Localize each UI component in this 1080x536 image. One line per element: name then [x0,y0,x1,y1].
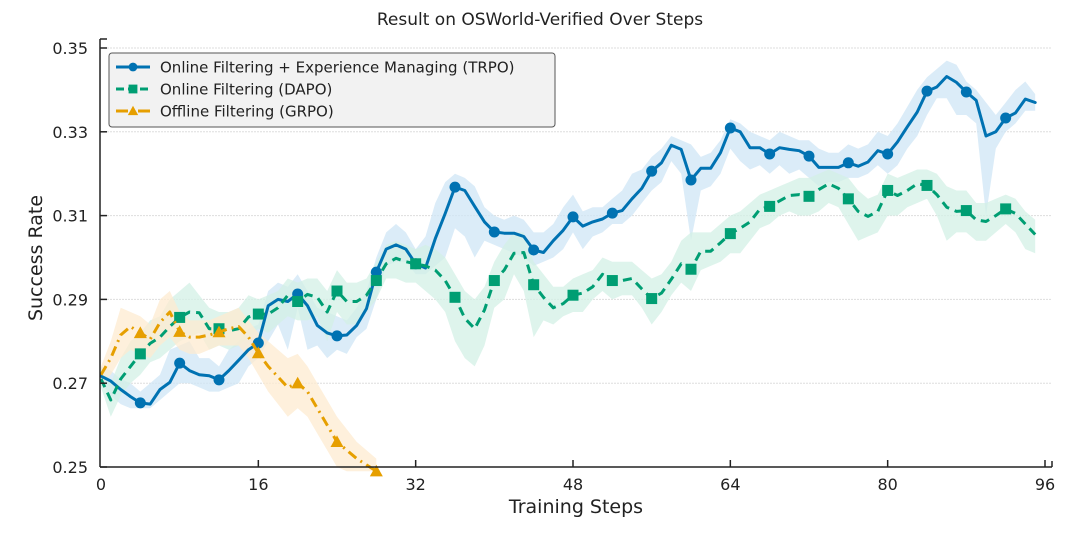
data-point [764,148,776,160]
legend-marker-2 [127,105,139,116]
data-point [882,148,894,160]
band-series-2 [101,291,377,472]
data-point [212,325,226,338]
line-layer [99,75,1037,477]
data-point [213,374,225,386]
axis-layer: 0.25 0.27 0.29 0.31 0.33 0.35 0 16 32 48 64 80 96 [52,38,1055,494]
x-tick-label: 64 [720,475,740,494]
data-point [528,244,540,256]
data-point [488,275,500,287]
legend-label: Offline Filtering (GRPO) [160,103,334,121]
series-2 [99,310,383,477]
data-point [646,293,658,305]
y-tick-label: 0.25 [52,458,88,477]
data-point [173,325,187,337]
data-point [291,376,305,389]
x-tick-label: 96 [1035,475,1055,494]
data-point [449,181,461,193]
legend-marker-1 [128,84,138,94]
legend-marker-0 [128,62,138,72]
data-point [133,326,147,339]
data-point [606,207,618,219]
data-point [369,464,383,477]
data-point [252,337,264,349]
data-point [960,205,972,217]
data-point [134,348,146,360]
y-tick-label: 0.35 [52,39,88,58]
legend-item: Offline Filtering (GRPO) [116,103,334,121]
x-axis-label: Training Steps [508,496,643,518]
legend-label: Online Filtering + Experience Managing (… [160,59,514,77]
data-point [842,193,854,205]
data-point [449,291,461,303]
data-point [410,258,422,270]
data-point [646,165,658,177]
data-point [685,174,697,186]
data-point [174,357,186,369]
legend-item: Online Filtering (DAPO) [116,81,332,99]
data-point [370,275,382,287]
data-point [882,184,894,196]
data-point [1000,112,1012,124]
x-tick-label: 0 [96,475,106,494]
y-axis-label: Success Rate [25,195,47,321]
x-tick-label: 80 [877,475,897,494]
legend-label: Online Filtering (DAPO) [160,81,332,99]
data-point [174,311,186,323]
x-tick-label: 16 [248,475,268,494]
data-point [370,266,382,278]
y-tick-label: 0.29 [52,290,88,309]
x-tick-label: 48 [563,475,583,494]
data-point [330,435,344,448]
data-point [528,279,540,291]
data-point [606,275,618,287]
data-point [252,308,264,320]
data-point [842,157,854,169]
legend: Online Filtering + Experience Managing (… [108,52,556,128]
x-tick-label: 32 [405,475,425,494]
y-tick-label: 0.27 [52,374,88,393]
legend-item: Online Filtering + Experience Managing (… [116,59,514,77]
chart-title: Result on OSWorld-Verified Over Steps [377,10,703,30]
data-point [724,122,736,134]
data-point [134,397,146,409]
data-point [567,211,579,223]
data-point [921,179,933,191]
data-point [921,85,933,97]
data-point [1000,203,1012,215]
data-point [724,228,736,240]
data-point [764,200,776,212]
data-point [488,226,500,238]
data-point [685,263,697,275]
data-point [251,346,265,359]
data-point [331,285,343,297]
series-line-2 [99,310,378,473]
data-point [803,150,815,162]
series-1 [99,179,1037,402]
data-point [803,190,815,202]
band-series-0 [101,60,1036,409]
y-tick-label: 0.31 [52,207,88,226]
data-point [331,330,343,342]
data-point [292,295,304,307]
legend-box [108,52,556,128]
data-point [567,289,579,301]
data-point [960,86,972,98]
y-tick-label: 0.33 [52,123,88,142]
